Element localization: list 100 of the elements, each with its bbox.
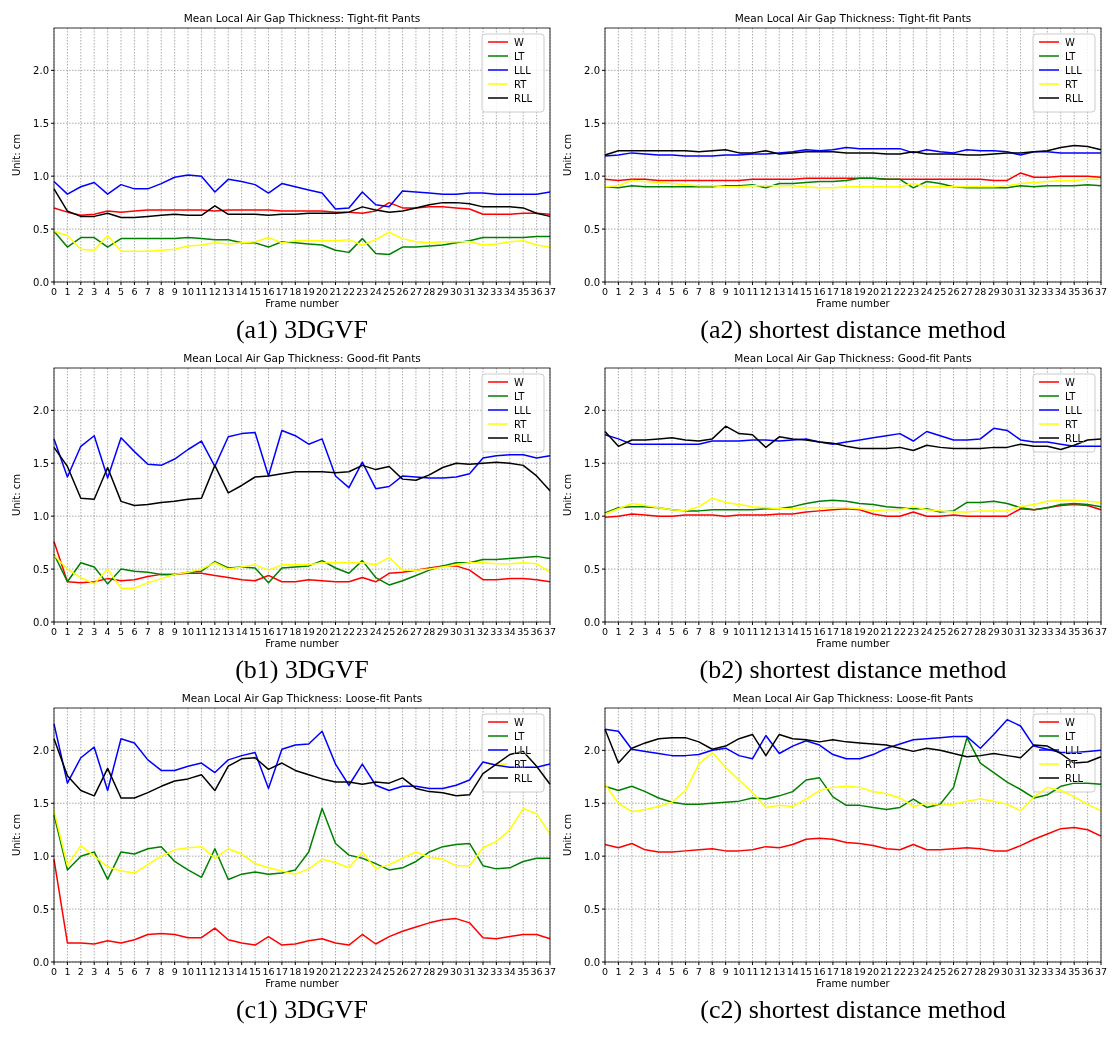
x-tick-label: 25 <box>383 626 396 637</box>
x-tick-label: 11 <box>746 286 759 297</box>
x-tick-label: 5 <box>118 966 125 977</box>
y-axis-title: Unit: cm <box>562 473 573 517</box>
x-tick-label: 21 <box>880 966 893 977</box>
x-tick-label: 28 <box>974 966 987 977</box>
line-series <box>604 718 1102 760</box>
x-tick-label: 15 <box>249 626 262 637</box>
y-tick-label: 0.5 <box>33 223 49 235</box>
x-tick-label: 4 <box>104 286 111 297</box>
legend-label: W <box>1065 377 1075 388</box>
x-tick-label: 31 <box>463 626 476 637</box>
x-tick-label: 26 <box>396 286 409 297</box>
y-tick-label: 1.5 <box>584 797 600 809</box>
x-axis-title: Frame number <box>816 978 891 989</box>
x-tick-label: 0 <box>601 966 609 977</box>
x-tick-label: 0 <box>601 286 609 297</box>
x-tick-label: 29 <box>987 626 1000 637</box>
y-axis-title: Unit: cm <box>11 473 22 517</box>
x-tick-label: 19 <box>853 286 866 297</box>
y-tick-label: 2.0 <box>33 744 49 756</box>
x-tick-label: 30 <box>450 966 463 977</box>
x-tick-label: 26 <box>396 966 409 977</box>
x-tick-label: 27 <box>960 966 973 977</box>
x-tick-label: 12 <box>208 966 221 977</box>
x-tick-label: 28 <box>423 626 436 637</box>
x-tick-label: 14 <box>235 966 248 977</box>
legend-label: LT <box>1065 51 1077 62</box>
x-tick-label: 33 <box>490 966 503 977</box>
x-tick-label: 12 <box>759 966 772 977</box>
legend-label: W <box>514 377 524 388</box>
x-tick-label: 33 <box>1041 966 1054 977</box>
x-tick-label: 23 <box>907 626 920 637</box>
x-tick-label: 13 <box>773 966 786 977</box>
text: (a2) shortest distance method <box>700 315 1006 344</box>
x-tick-label: 22 <box>342 966 355 977</box>
legend-label: RT <box>1065 419 1079 430</box>
legend-label: LT <box>1065 391 1077 402</box>
x-axis-title: Frame number <box>816 298 891 309</box>
x-tick-label: 15 <box>249 286 262 297</box>
x-tick-label: 14 <box>235 286 248 297</box>
x-tick-label: 13 <box>222 966 235 977</box>
chart-title: Mean Local Air Gap Thickness: Tight-fit Pants <box>183 12 421 24</box>
y-tick-label: 1.5 <box>33 797 49 809</box>
x-tick-label: 21 <box>329 626 342 637</box>
x-tick-label: 21 <box>329 286 342 297</box>
x-tick-label: 37 <box>543 966 557 977</box>
x-tick-label: 12 <box>208 626 221 637</box>
y-tick-label: 1.5 <box>33 457 49 469</box>
legend-label: LT <box>1065 731 1077 742</box>
y-tick-label: 2.0 <box>584 64 600 76</box>
y-tick-label: 0.0 <box>33 956 49 968</box>
x-tick-label: 5 <box>118 286 125 297</box>
x-tick-label: 33 <box>1041 286 1054 297</box>
x-tick-label: 8 <box>158 626 165 637</box>
x-tick-label: 7 <box>144 286 151 297</box>
x-tick-label: 26 <box>947 286 960 297</box>
y-tick-label: 2.0 <box>33 404 49 416</box>
x-tick-label: 15 <box>800 966 813 977</box>
x-tick-label: 1 <box>64 966 71 977</box>
x-tick-label: 5 <box>669 626 676 637</box>
x-tick-label: 2 <box>628 286 635 297</box>
x-tick-label: 36 <box>530 286 543 297</box>
x-tick-label: 2 <box>77 626 84 637</box>
y-tick-label: 1.0 <box>33 170 49 182</box>
x-tick-label: 34 <box>503 286 516 297</box>
x-tick-label: 27 <box>409 966 422 977</box>
legend-label: RLL <box>1065 433 1084 444</box>
x-tick-label: 7 <box>144 626 151 637</box>
x-tick-label: 33 <box>1041 626 1054 637</box>
x-tick-label: 21 <box>880 626 893 637</box>
x-tick-label: 29 <box>436 966 449 977</box>
x-tick-label: 11 <box>195 626 208 637</box>
x-tick-label: 4 <box>104 626 111 637</box>
legend-label: RLL <box>514 433 533 444</box>
x-tick-label: 16 <box>813 966 826 977</box>
x-tick-label: 35 <box>1068 626 1081 637</box>
x-tick-label: 11 <box>746 966 759 977</box>
x-tick-label: 37 <box>543 626 557 637</box>
x-tick-label: 21 <box>880 286 893 297</box>
y-tick-label: 0.0 <box>33 616 49 628</box>
x-tick-label: 0 <box>50 286 58 297</box>
x-tick-label: 37 <box>1094 286 1108 297</box>
x-tick-label: 18 <box>289 626 302 637</box>
x-tick-label: 8 <box>709 626 716 637</box>
x-tick-label: 13 <box>222 626 235 637</box>
x-tick-label: 24 <box>369 286 382 297</box>
x-tick-label: 23 <box>907 966 920 977</box>
x-tick-label: 14 <box>786 286 799 297</box>
x-tick-label: 37 <box>543 286 557 297</box>
x-tick-label: 32 <box>1027 286 1041 297</box>
x-tick-label: 3 <box>91 286 98 297</box>
x-tick-label: 11 <box>195 286 208 297</box>
x-tick-label: 2 <box>77 966 84 977</box>
x-tick-label: 23 <box>356 626 369 637</box>
x-tick-label: 6 <box>682 966 689 977</box>
legend-label: LT <box>514 391 526 402</box>
x-tick-label: 14 <box>786 626 799 637</box>
x-tick-label: 3 <box>642 286 649 297</box>
y-axis-title: Unit: cm <box>11 133 22 177</box>
